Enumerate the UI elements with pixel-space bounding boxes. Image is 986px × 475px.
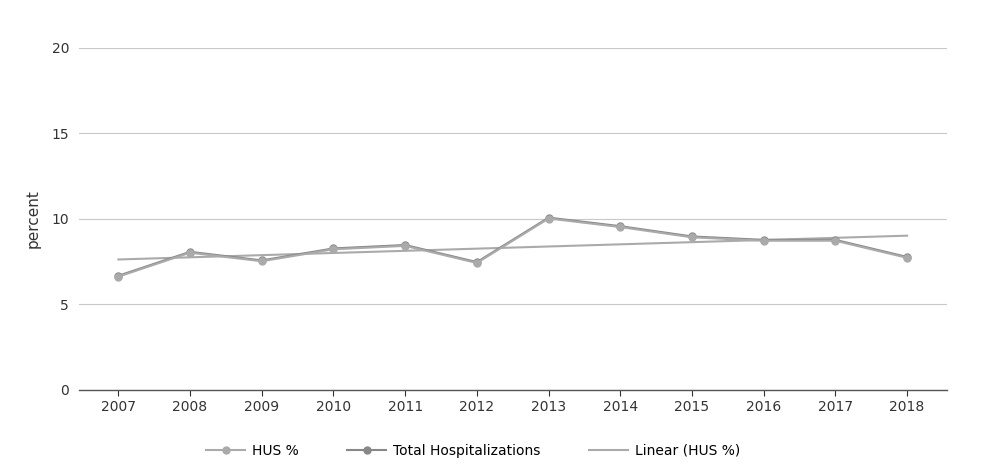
Legend: HUS %, Total Hospitalizations, Linear (HUS %): HUS %, Total Hospitalizations, Linear (H…	[201, 438, 745, 463]
Y-axis label: percent: percent	[26, 189, 40, 248]
